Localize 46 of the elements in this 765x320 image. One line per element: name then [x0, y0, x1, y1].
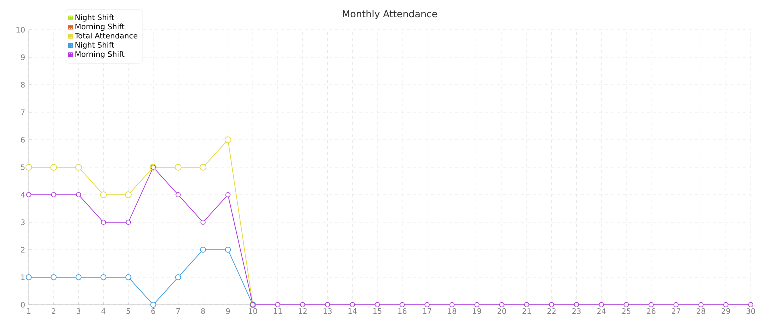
point	[549, 302, 554, 308]
point	[375, 302, 380, 308]
point	[26, 164, 32, 171]
point	[624, 302, 630, 308]
point	[50, 164, 58, 171]
point	[674, 302, 679, 308]
point	[599, 302, 604, 308]
point	[724, 302, 729, 308]
point	[499, 302, 505, 308]
point	[474, 302, 480, 308]
point	[226, 192, 231, 198]
point	[50, 274, 57, 280]
point	[225, 247, 232, 253]
point	[75, 164, 82, 171]
point	[200, 247, 206, 253]
point	[424, 302, 430, 308]
point	[176, 192, 181, 198]
point	[300, 302, 306, 308]
point	[26, 192, 32, 198]
point	[748, 302, 754, 308]
point	[76, 274, 82, 280]
point	[648, 302, 654, 308]
point	[200, 220, 206, 226]
point	[325, 302, 330, 308]
point	[698, 302, 704, 308]
point	[100, 274, 107, 280]
point	[200, 164, 207, 171]
point	[450, 302, 455, 308]
point	[126, 220, 132, 226]
point	[126, 274, 132, 280]
point	[175, 274, 182, 280]
point	[51, 192, 56, 198]
point	[150, 302, 156, 308]
point	[101, 220, 106, 226]
point	[275, 302, 281, 308]
point	[125, 192, 132, 198]
point	[524, 302, 530, 308]
point	[350, 302, 356, 308]
point	[175, 164, 182, 171]
point	[76, 192, 82, 198]
point	[26, 274, 32, 280]
point	[100, 192, 108, 198]
point	[574, 302, 580, 308]
chart-title: Monthly Attendance	[343, 10, 438, 20]
point	[224, 136, 232, 144]
point	[400, 302, 406, 308]
